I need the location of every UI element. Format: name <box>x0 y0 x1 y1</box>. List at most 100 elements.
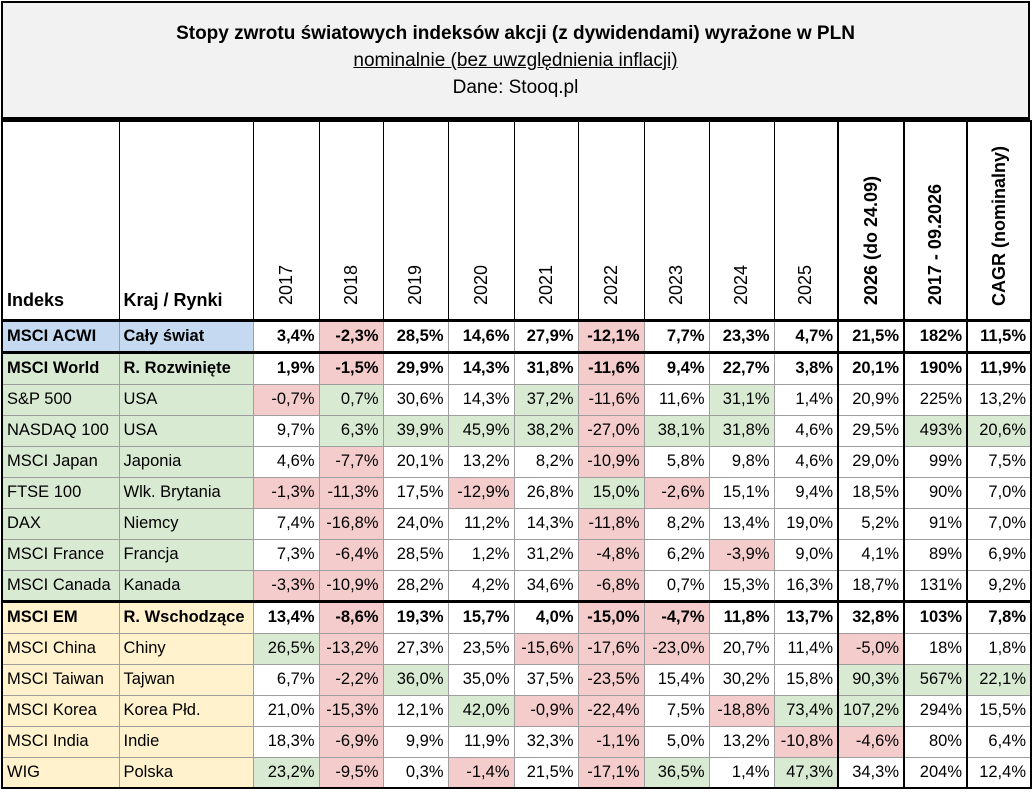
value-cell: 31,2% <box>513 538 579 571</box>
value-cell: 182% <box>903 318 968 353</box>
region-cell: Kanada <box>118 569 254 602</box>
value-cell: 13,2% <box>966 383 1032 416</box>
value-cell: 5,2% <box>837 507 905 540</box>
value-cell: 7,5% <box>966 445 1032 478</box>
value-cell: -10,8% <box>773 725 839 758</box>
value-cell: -6,9% <box>318 725 384 758</box>
value-cell: -15,0% <box>577 599 645 634</box>
value-cell: 1,8% <box>966 632 1032 665</box>
value-cell: -13,2% <box>318 632 384 665</box>
value-cell: -15,3% <box>318 694 384 727</box>
value-cell: -0,9% <box>513 694 579 727</box>
region-cell: USA <box>118 414 254 447</box>
value-cell: -1,5% <box>318 350 384 385</box>
index-name-cell: WIG <box>1 756 120 789</box>
index-name-cell: MSCI France <box>1 538 120 571</box>
value-cell: 21,5% <box>513 756 579 789</box>
value-cell: 12,1% <box>382 694 449 727</box>
index-name-cell: S&P 500 <box>1 383 120 416</box>
index-name-cell: NASDAQ 100 <box>1 414 120 447</box>
value-cell: 4,0% <box>513 599 579 634</box>
value-cell: 31,8% <box>513 350 579 385</box>
value-cell: 14,3% <box>447 383 515 416</box>
value-cell: -2,6% <box>643 476 710 509</box>
value-cell: 204% <box>903 756 968 789</box>
table-row: NASDAQ 100 USA 9,7% 6,3% 39,9% 45,9% 38,2% -27,… <box>1 414 1032 447</box>
value-cell: 26,5% <box>252 632 320 665</box>
value-cell: -3,9% <box>708 538 775 571</box>
value-cell: 1,4% <box>708 756 775 789</box>
value-cell: 8,2% <box>513 445 579 478</box>
table-body: MSCI ACWI Cały świat 3,4% -2,3% 28,5% 14,6% 27… <box>1 318 1032 789</box>
value-cell: 0,7% <box>643 569 710 602</box>
value-cell: -11,6% <box>577 350 645 385</box>
value-cell: 23,2% <box>252 756 320 789</box>
value-cell: 4,6% <box>252 445 320 478</box>
value-cell: -17,1% <box>577 756 645 789</box>
value-cell: 7,4% <box>252 507 320 540</box>
value-cell: 13,4% <box>708 507 775 540</box>
value-cell: -2,2% <box>318 663 384 696</box>
value-cell: 91% <box>903 507 968 540</box>
value-cell: 18,5% <box>837 476 905 509</box>
value-cell: 3,4% <box>252 318 320 353</box>
value-cell: 8,2% <box>643 507 710 540</box>
value-cell: 38,1% <box>643 414 710 447</box>
value-cell: 31,1% <box>708 383 775 416</box>
value-cell: -4,6% <box>837 725 905 758</box>
value-cell: 26,8% <box>513 476 579 509</box>
value-cell: 13,4% <box>252 599 320 634</box>
index-name-cell: MSCI Canada <box>1 569 120 602</box>
value-cell: -11,6% <box>577 383 645 416</box>
header-2022: 2022 <box>577 120 645 321</box>
value-cell: 4,7% <box>773 318 839 353</box>
table-row: MSCI India Indie 18,3% -6,9% 9,9% 11,9% 32,3% -… <box>1 725 1032 758</box>
value-cell: 6,3% <box>318 414 384 447</box>
value-cell: 24,0% <box>382 507 449 540</box>
table-row: MSCI Taiwan Tajwan 6,7% -2,2% 36,0% 35,0% 37,5… <box>1 663 1032 696</box>
value-cell: 15,3% <box>708 569 775 602</box>
value-cell: 11,6% <box>643 383 710 416</box>
value-cell: -8,6% <box>318 599 384 634</box>
value-cell: 11,2% <box>447 507 515 540</box>
region-cell: USA <box>118 383 254 416</box>
value-cell: 9,4% <box>643 350 710 385</box>
value-cell: 15,8% <box>773 663 839 696</box>
value-cell: 13,2% <box>447 445 515 478</box>
value-cell: 294% <box>903 694 968 727</box>
region-cell: R. Rozwinięte <box>118 350 254 385</box>
region-cell: Niemcy <box>118 507 254 540</box>
header-2024: 2024 <box>708 120 775 321</box>
table-row: FTSE 100 Wlk. Brytania -1,3% -11,3% 17,5% -12… <box>1 476 1032 509</box>
value-cell: 7,7% <box>643 318 710 353</box>
value-cell: 7,8% <box>966 599 1032 634</box>
region-cell: Francja <box>118 538 254 571</box>
value-cell: 89% <box>903 538 968 571</box>
value-cell: 4,1% <box>837 538 905 571</box>
value-cell: 11,5% <box>966 318 1032 353</box>
value-cell: -6,8% <box>577 569 645 602</box>
value-cell: -23,5% <box>577 663 645 696</box>
value-cell: 42,0% <box>447 694 515 727</box>
region-cell: Wlk. Brytania <box>118 476 254 509</box>
region-cell: Tajwan <box>118 663 254 696</box>
value-cell: 11,9% <box>966 350 1032 385</box>
value-cell: -9,5% <box>318 756 384 789</box>
value-cell: 23,3% <box>708 318 775 353</box>
value-cell: 32,3% <box>513 725 579 758</box>
value-cell: 15,5% <box>966 694 1032 727</box>
index-name-cell: MSCI Korea <box>1 694 120 727</box>
table-row: MSCI France Francja 7,3% -6,4% 28,5% 1,2% 31,2… <box>1 538 1032 571</box>
value-cell: 15,0% <box>577 476 645 509</box>
value-cell: 20,9% <box>837 383 905 416</box>
value-cell: -12,1% <box>577 318 645 353</box>
value-cell: 4,6% <box>773 445 839 478</box>
value-cell: 32,8% <box>837 599 905 634</box>
value-cell: 13,2% <box>708 725 775 758</box>
value-cell: 22,7% <box>708 350 775 385</box>
value-cell: 14,3% <box>513 507 579 540</box>
value-cell: 18% <box>903 632 968 665</box>
value-cell: 11,9% <box>447 725 515 758</box>
value-cell: 5,0% <box>643 725 710 758</box>
value-cell: -11,3% <box>318 476 384 509</box>
